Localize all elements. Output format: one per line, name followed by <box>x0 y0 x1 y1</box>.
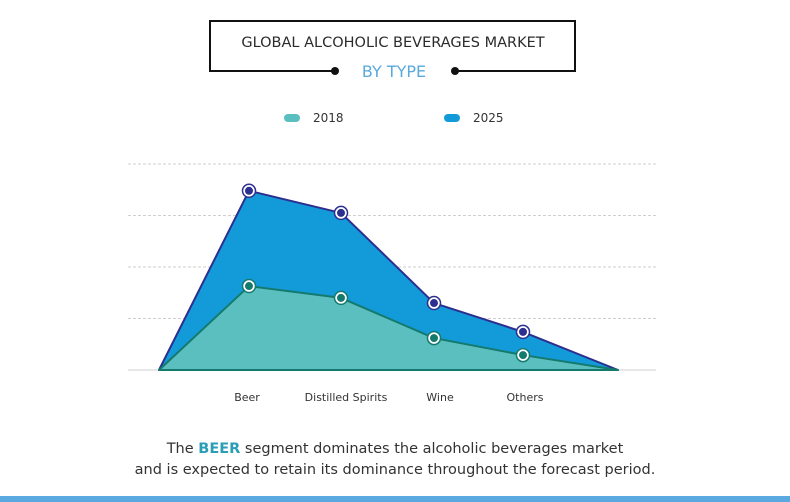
chart: GLOBAL ALCOHOLIC BEVERAGES MARKET BY TYP… <box>128 20 656 404</box>
title-frame <box>209 20 576 72</box>
title-dot-left <box>331 67 339 75</box>
legend-swatch-2025 <box>444 114 460 122</box>
point-2018-Distilled Spirits <box>337 293 345 302</box>
point-2025-Wine <box>430 299 438 308</box>
point-2025-Others <box>519 327 527 336</box>
caption-line-2: and is expected to retain its dominance … <box>134 462 656 478</box>
title-dot-right <box>451 67 459 75</box>
legend-label-2025: 2025 <box>473 111 504 125</box>
x-tick-label: Wine <box>426 391 454 404</box>
point-2025-Distilled Spirits <box>337 208 345 217</box>
bottom-bar <box>0 496 790 502</box>
legend-swatch-2018 <box>284 114 300 122</box>
x-tick-label: Others <box>507 391 544 404</box>
caption-post: segment dominates the alcoholic beverage… <box>240 441 624 457</box>
x-tick-labels: Beer Distilled Spirits Wine Others <box>234 391 544 404</box>
legend: 2018 2025 <box>284 111 504 125</box>
x-tick-label: Beer <box>234 391 260 404</box>
caption-highlight: BEER <box>198 441 241 457</box>
areas <box>158 183 619 371</box>
caption-pre: The <box>166 441 199 457</box>
caption-line-1: The BEER segment dominates the alcoholic… <box>0 441 790 457</box>
chart-subtitle: BY TYPE <box>362 62 426 81</box>
x-tick-label: Distilled Spirits <box>305 391 388 404</box>
point-2025-Beer <box>245 186 253 195</box>
point-2018-Others <box>519 351 527 360</box>
chart-title: GLOBAL ALCOHOLIC BEVERAGES MARKET <box>241 35 544 51</box>
legend-label-2018: 2018 <box>313 111 344 125</box>
point-2018-Wine <box>430 334 438 343</box>
point-2018-Beer <box>245 282 253 291</box>
